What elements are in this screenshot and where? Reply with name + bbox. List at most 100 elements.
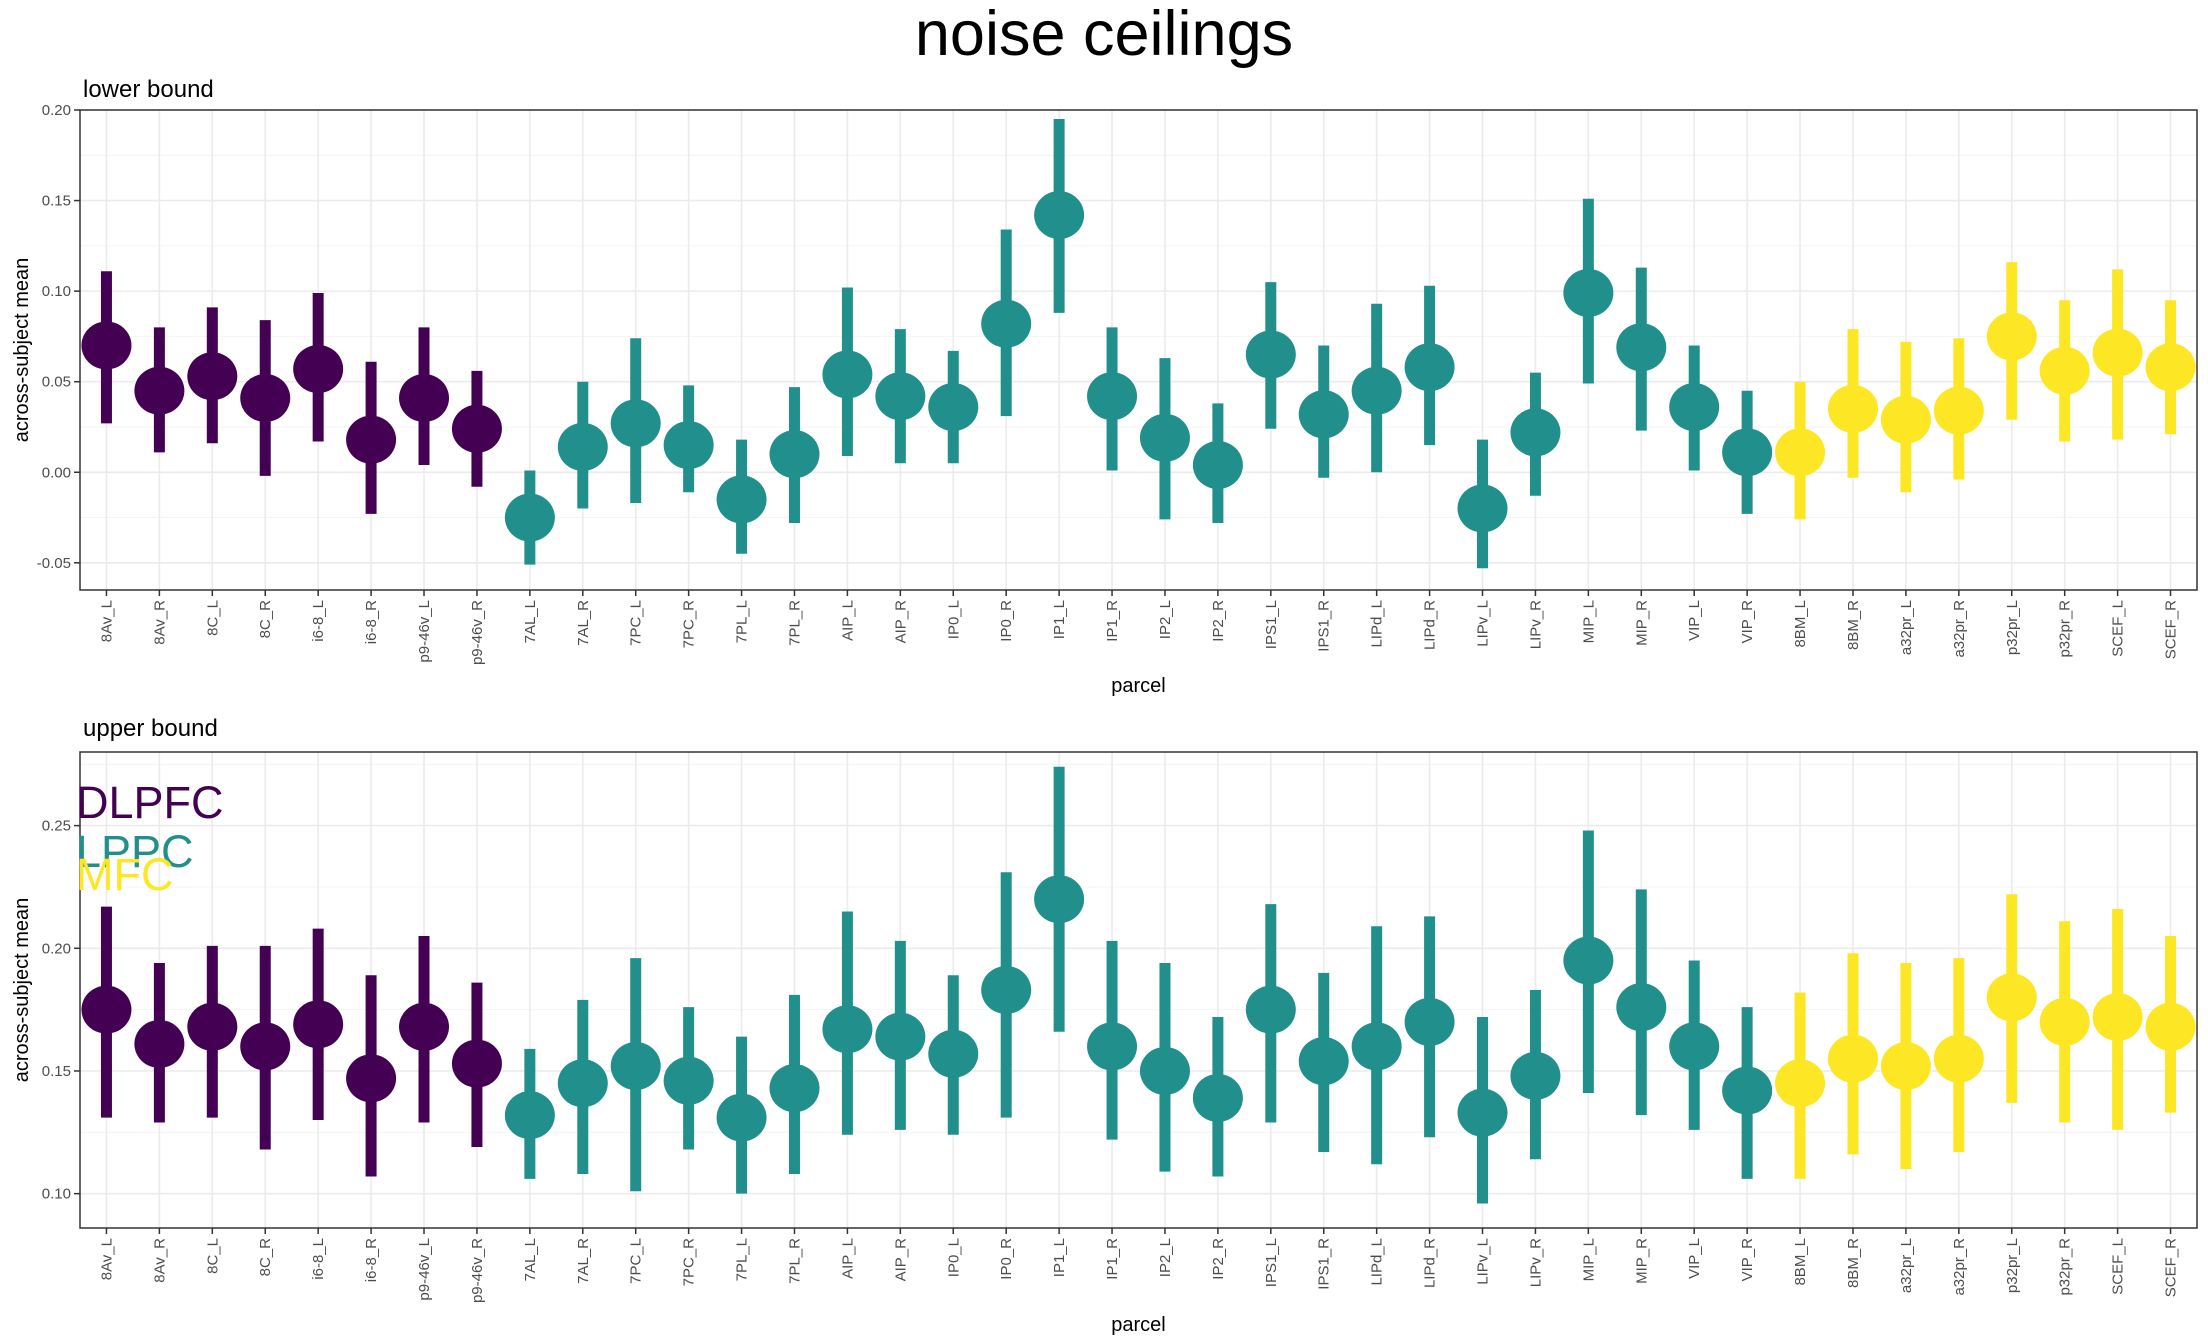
x-tick-label: LIPd_R — [1422, 1238, 1439, 1288]
x-tick-label: IP0_R — [998, 1238, 1015, 1280]
x-tick-label: 7PC_L — [628, 1238, 645, 1284]
x-tick-label: 8BM_R — [1845, 600, 1862, 650]
x-tick-label: i6-8_R — [363, 1238, 380, 1282]
x-tick-label: IP2_L — [1157, 600, 1174, 639]
x-tick-label: p32pr_R — [2057, 600, 2074, 658]
y-tick-label: 0.20 — [42, 940, 71, 957]
x-tick-label: IP0_R — [998, 600, 1015, 642]
data-point — [1192, 441, 1243, 490]
data-point — [293, 345, 344, 394]
data-point — [1986, 973, 2037, 1022]
data-point — [1827, 384, 1878, 433]
data-point — [451, 404, 502, 453]
x-tick-label: IP1_L — [1051, 600, 1068, 639]
plot-background — [80, 110, 2197, 590]
x-tick-label: 8Av_R — [151, 1238, 168, 1283]
y-tick-label: 0.15 — [42, 1063, 71, 1080]
data-point — [2039, 346, 2090, 395]
y-tick-label: -0.05 — [37, 555, 71, 572]
data-point — [346, 1054, 397, 1103]
x-tick-label: IP2_R — [1210, 1238, 1227, 1280]
x-tick-label: p32pr_L — [2004, 600, 2021, 655]
data-point — [1087, 372, 1138, 421]
data-point — [1510, 408, 1561, 457]
data-point — [1933, 1034, 1984, 1083]
x-tick-label: MIP_L — [1580, 600, 1597, 643]
x-tick-label: 7PC_L — [628, 600, 645, 646]
panel-title: upper bound — [83, 715, 218, 742]
data-point — [716, 1093, 767, 1142]
figure-title: noise ceilings — [915, 0, 1293, 69]
x-tick-label: 8C_L — [204, 1238, 221, 1274]
data-point — [399, 374, 450, 422]
data-point — [134, 1019, 185, 1068]
x-tick-label: p32pr_R — [2057, 1238, 2074, 1296]
x-tick-label: 8BM_L — [1792, 600, 1809, 648]
x-tick-label: 8BM_R — [1845, 1238, 1862, 1288]
data-point — [2145, 343, 2196, 392]
x-tick-label: a32pr_R — [1951, 1238, 1968, 1296]
x-tick-label: IP1_L — [1051, 1238, 1068, 1277]
data-point — [1933, 386, 1984, 435]
x-tick-label: 7PL_L — [734, 1238, 751, 1281]
data-point — [1722, 1066, 1773, 1115]
data-point — [504, 1091, 555, 1140]
x-tick-label: 7PL_L — [734, 600, 751, 643]
x-tick-label: i6-8_R — [363, 600, 380, 644]
data-point — [769, 430, 820, 479]
x-tick-label: 7PC_R — [681, 600, 698, 649]
x-tick-label: 8C_R — [257, 600, 274, 639]
x-tick-label: IPS1_L — [1263, 1238, 1280, 1287]
legend-label-mfc: MFC — [76, 849, 173, 900]
x-tick-label: p9-46v_L — [416, 1238, 433, 1301]
data-point — [1986, 312, 2037, 361]
data-point — [81, 321, 132, 370]
data-point — [663, 1056, 714, 1105]
data-point — [557, 422, 608, 471]
x-axis-label: parcel — [1111, 675, 1165, 697]
data-point — [1245, 330, 1296, 379]
x-tick-label: VIP_L — [1686, 600, 1703, 641]
data-point — [928, 1029, 979, 1078]
data-point — [504, 493, 555, 542]
x-tick-label: IP2_L — [1157, 1238, 1174, 1277]
x-tick-label: 8Av_R — [151, 600, 168, 645]
panel-border — [79, 751, 2198, 1229]
y-tick-label: 0.15 — [42, 193, 71, 210]
x-tick-label: 8BM_L — [1792, 1238, 1809, 1286]
x-tick-label: 8Av_L — [98, 1238, 115, 1280]
x-tick-label: IP1_R — [1104, 600, 1121, 642]
data-point — [2039, 997, 2090, 1046]
data-point — [2092, 992, 2143, 1041]
x-tick-label: i6-8_L — [310, 600, 327, 642]
x-tick-label: 7AL_R — [575, 600, 592, 646]
data-point — [2092, 328, 2143, 377]
y-axis-label: across-subject mean — [11, 258, 33, 443]
y-tick-label: 0.25 — [42, 818, 71, 835]
data-point — [81, 985, 132, 1034]
panel-title: lower bound — [83, 76, 214, 103]
x-tick-label: LIPv_R — [1527, 600, 1544, 649]
data-point — [1034, 191, 1085, 240]
data-point — [610, 1042, 661, 1091]
data-point — [981, 299, 1032, 348]
y-tick-label: 0.00 — [42, 464, 71, 481]
data-point — [1351, 1022, 1402, 1071]
x-tick-label: IPS1_R — [1316, 1238, 1333, 1290]
x-tick-label: LIPd_R — [1422, 600, 1439, 650]
data-point — [928, 383, 979, 432]
data-point — [1139, 413, 1190, 462]
data-point — [187, 1002, 238, 1051]
x-tick-label: IP2_R — [1210, 600, 1227, 642]
y-tick-label: 0.10 — [42, 1186, 71, 1203]
data-point — [134, 366, 185, 415]
x-tick-label: VIP_R — [1739, 1238, 1756, 1282]
x-tick-label: MIP_L — [1580, 1238, 1597, 1281]
x-tick-label: AIP_L — [839, 600, 856, 641]
x-tick-label: 7AL_R — [575, 1238, 592, 1284]
data-point — [1245, 985, 1296, 1034]
data-point — [1404, 343, 1455, 392]
data-point — [557, 1059, 608, 1108]
x-tick-label: AIP_R — [892, 1238, 909, 1282]
